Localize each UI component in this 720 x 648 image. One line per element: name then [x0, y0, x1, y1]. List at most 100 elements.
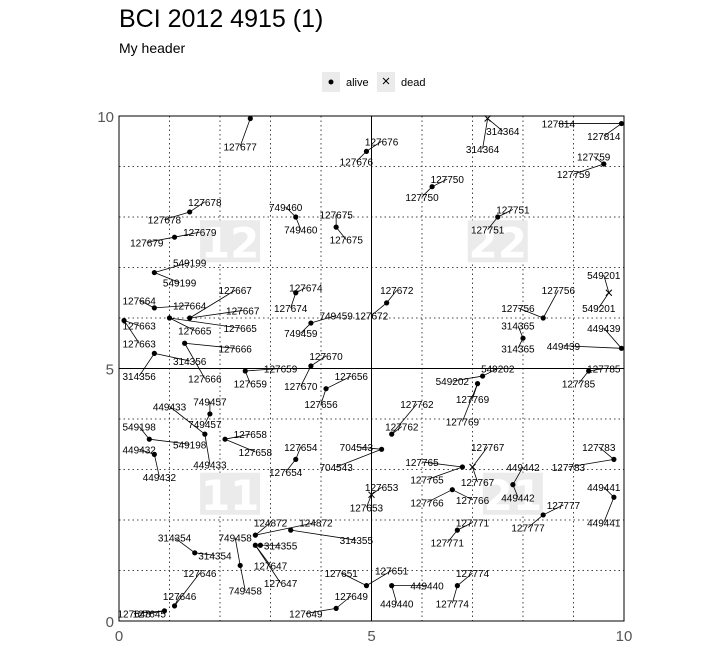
label-leader-line: [255, 522, 317, 536]
tree-mark-alive: [252, 542, 258, 548]
tree-mark-alive: [474, 381, 481, 387]
quadrant-label-background: [200, 472, 261, 515]
tree-tag-label: 314356: [173, 357, 207, 368]
label-leader-line: [169, 317, 241, 329]
tree-tag-label: 127678: [148, 216, 182, 227]
tree-tag-label: 127649: [289, 609, 323, 620]
tree-tag-label: 127674: [274, 304, 308, 315]
tree-tag-label: 127783: [552, 463, 586, 474]
label-leader-line: [325, 375, 352, 390]
tree-tag-label: 549199: [163, 279, 197, 290]
label-leader-line: [336, 448, 382, 468]
tree-tag-label: 127672: [355, 311, 389, 322]
tree-tag-label: 127676: [365, 137, 399, 148]
tree-tag-label: 127647: [264, 579, 298, 590]
label-leader-line: [138, 353, 155, 377]
tree-mark-alive: [187, 209, 193, 215]
label-leader-line: [300, 365, 312, 387]
tree-mark-alive: [333, 605, 339, 611]
label-leader-line: [194, 552, 215, 556]
tree-mark-alive: [429, 184, 435, 190]
tree-tag-label: 127666: [218, 344, 252, 355]
tree-mark-alive: [384, 300, 390, 306]
tree-tag-label: 127675: [319, 210, 353, 221]
tree-tag-label: 127674: [289, 284, 323, 295]
tree-tag-label: 127785: [587, 365, 621, 376]
tree-tag-label: 127766: [410, 498, 444, 509]
tree-tag-label: 749458: [218, 534, 252, 545]
label-leader-line: [174, 231, 200, 238]
tree-mark-alive: [293, 290, 299, 296]
tree-tag-label: 314364: [466, 145, 500, 156]
x-tick-label: 0: [115, 628, 123, 645]
tree-mark-alive: [257, 542, 263, 548]
tree-mark-alive: [611, 456, 617, 462]
tree-tag-label: 127645: [133, 609, 167, 620]
tree-tag-label: 127672: [380, 286, 414, 297]
label-leader-line: [603, 497, 615, 523]
tree-tag-label: 449439: [547, 342, 581, 353]
tree-tag-label: 127679: [183, 228, 217, 239]
label-leader-line: [573, 163, 604, 175]
tree-tag-label: 127766: [456, 496, 490, 507]
tree-mark-alive: [242, 368, 248, 374]
tree-tag-label: 314354: [158, 534, 192, 545]
tree-tag-label: 127767: [461, 478, 495, 489]
label-leader-line: [341, 572, 367, 587]
tree-mark-alive: [454, 527, 460, 533]
tree-tag-label: 449442: [506, 463, 540, 474]
tree-mark-alive: [323, 386, 329, 392]
label-leader-line: [598, 292, 610, 309]
tree-tag-label: 127665: [224, 324, 258, 335]
tree-tag-label: 449440: [410, 582, 444, 593]
tree-tag-label: 127679: [130, 238, 164, 249]
x-tick-label: 10: [616, 628, 633, 645]
chart-title: BCI 2012 4915 (1): [119, 5, 324, 33]
label-leader-line: [563, 345, 622, 349]
tree-tag-label: 549202: [436, 377, 470, 388]
tree-tag-label: 449441: [587, 519, 621, 530]
tree-mark-alive: [459, 464, 465, 470]
tree-mark-alive: [510, 482, 516, 488]
tree-tag-label: 127750: [405, 193, 439, 204]
tree-mark-alive: [151, 451, 157, 457]
legend: alive dead: [322, 72, 425, 92]
tree-mark-alive: [520, 335, 526, 341]
tree-mark-alive: [449, 487, 455, 493]
label-leader-line: [189, 310, 243, 319]
tree-tag-label: 124872: [299, 519, 333, 530]
label-leader-line: [255, 522, 271, 536]
tree-tag-label: 127774: [456, 569, 490, 580]
tree-tag-label: 449439: [587, 324, 621, 335]
label-leader-line: [174, 572, 201, 607]
tree-tag-label: 449440: [380, 599, 414, 610]
tree-tag-label: 127647: [254, 561, 288, 572]
tree-tag-label: 127667: [226, 306, 260, 317]
label-leader-line: [139, 448, 155, 455]
tree-tag-label: 704543: [319, 463, 353, 474]
label-leader-line: [320, 388, 327, 404]
label-leader-line: [457, 522, 473, 531]
tree-mark-alive: [182, 340, 188, 346]
label-leader-line: [149, 438, 190, 445]
x-tick-label: 5: [367, 628, 375, 645]
tree-tag-label: 127814: [542, 120, 576, 131]
tree-tag-label: 549201: [582, 304, 616, 315]
label-leader-line: [371, 302, 387, 316]
tree-tag-label: 127656: [304, 400, 338, 411]
label-leader-line: [245, 368, 281, 372]
label-leader-line: [290, 529, 357, 541]
tree-mark-dead: [605, 289, 613, 297]
tree-tag-label: 314365: [501, 344, 535, 355]
tree-mark-alive: [151, 269, 157, 276]
tree-mark-alive: [121, 317, 127, 324]
label-leader-line: [224, 438, 256, 453]
tree-tag-label: 127656: [335, 372, 369, 383]
label-leader-line: [123, 320, 140, 326]
label-leader-line: [603, 274, 610, 293]
label-leader-line: [234, 537, 241, 566]
tree-tag-label: 314356: [123, 372, 157, 383]
label-leader-line: [285, 459, 297, 473]
tree-tag-label: 127676: [340, 157, 374, 168]
